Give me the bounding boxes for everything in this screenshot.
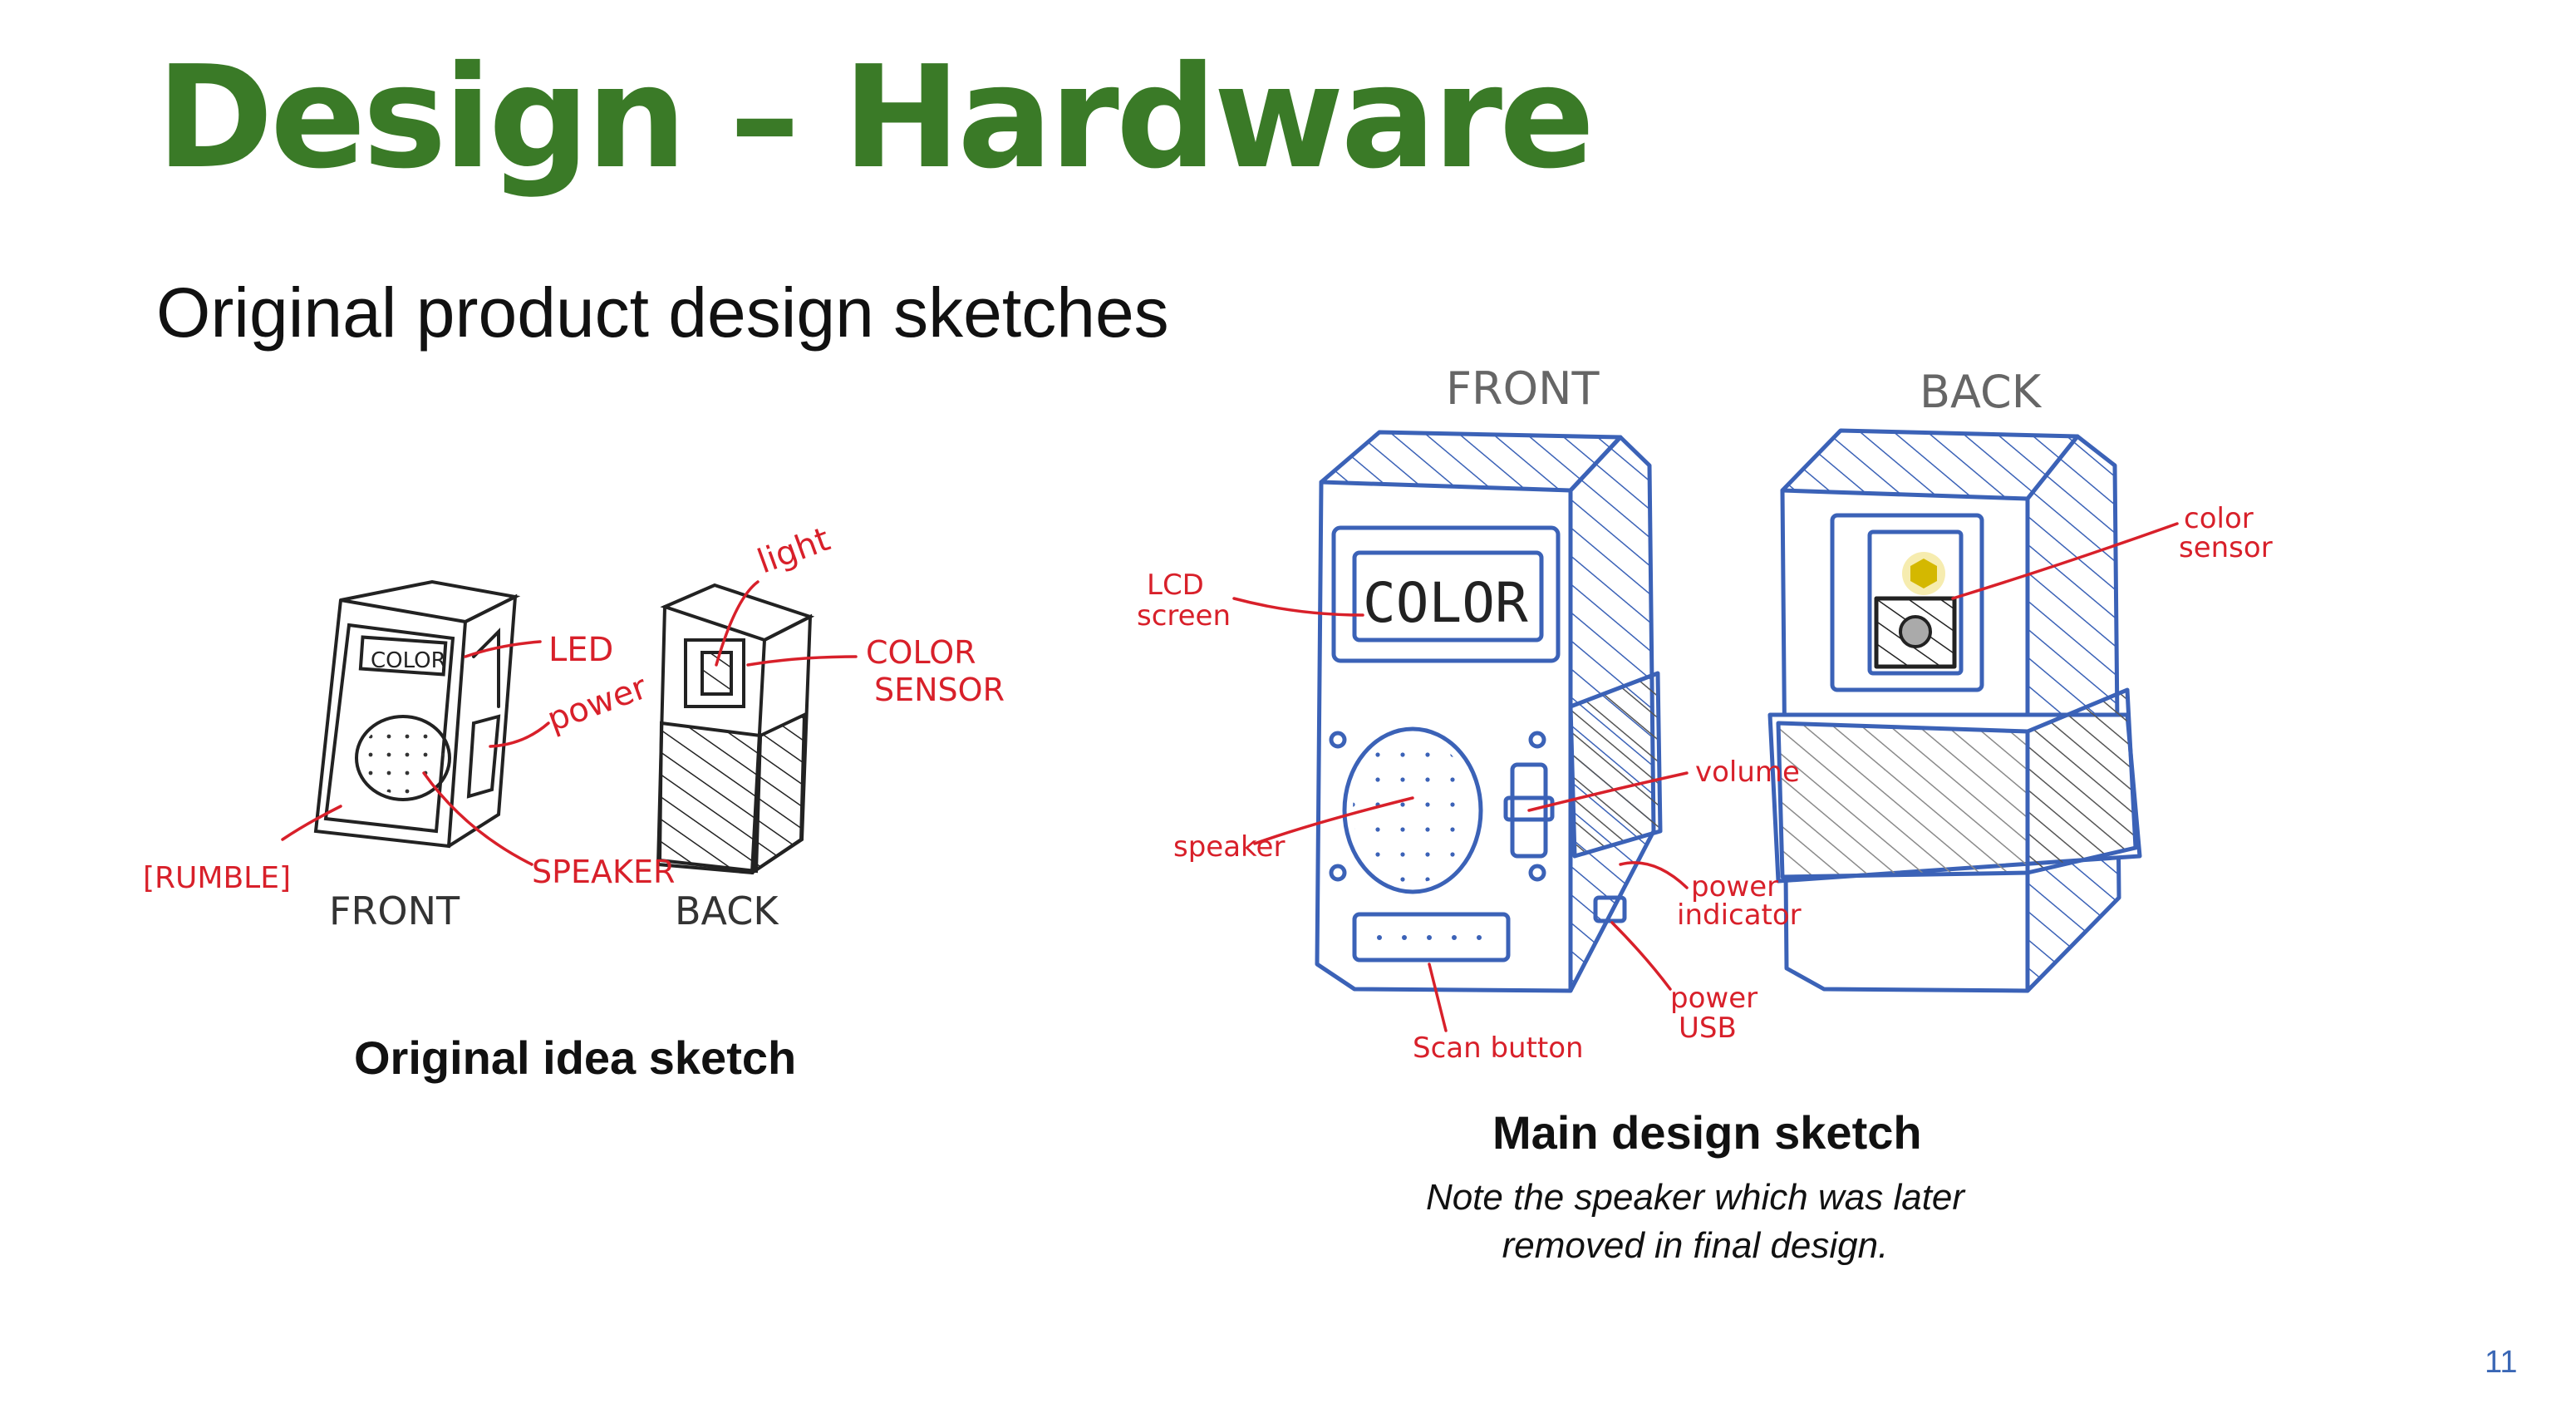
left-front-device — [316, 582, 515, 846]
right-scan-dots — [1377, 935, 1482, 940]
left-annotations: LED power [RUMBLE] SPEAKER light COLOR S… — [143, 520, 1005, 895]
label-rumble: [RUMBLE] — [143, 861, 291, 895]
label-power: power — [543, 668, 652, 740]
right-label-back: BACK — [1920, 366, 2043, 418]
label-color-sensor-right-1: color — [2184, 502, 2254, 535]
label-power-usb-1: power — [1670, 982, 1757, 1015]
label-speaker-right: speaker — [1173, 830, 1285, 864]
right-view-labels: FRONT BACK — [1446, 362, 2043, 418]
label-power-indicator-2: indicator — [1677, 899, 1802, 932]
label-color-sensor-2: SENSOR — [874, 672, 1005, 708]
label-lcd-2: screen — [1137, 599, 1231, 633]
label-light: light — [753, 520, 835, 582]
label-scan-button: Scan button — [1413, 1031, 1584, 1065]
right-front-device — [1317, 432, 1660, 991]
left-back-device — [658, 585, 810, 873]
main-design-note: Note the speaker which was later removed… — [1371, 1174, 2019, 1270]
right-light-glow — [1902, 552, 1945, 595]
original-idea-caption: Original idea sketch — [354, 1031, 796, 1085]
label-color-sensor-right-2: sensor — [2179, 531, 2273, 564]
main-design-caption: Main design sketch — [1492, 1105, 1922, 1159]
label-led: LED — [548, 631, 613, 669]
label-volume: volume — [1695, 756, 1800, 789]
left-view-labels: FRONT BACK — [329, 889, 779, 933]
left-label-back: BACK — [675, 889, 779, 933]
right-back-device — [1770, 431, 2140, 991]
right-label-front: FRONT — [1446, 362, 1600, 415]
page-number: 11 — [2485, 1345, 2517, 1381]
right-screen-text: COLOR — [1363, 571, 1528, 635]
label-color-sensor-1: COLOR — [866, 634, 976, 671]
label-lcd-1: LCD — [1147, 569, 1204, 602]
label-speaker: SPEAKER — [532, 854, 675, 890]
left-screen-text: COLOR — [371, 648, 446, 673]
label-power-usb-2: USB — [1679, 1012, 1737, 1045]
left-label-front: FRONT — [329, 889, 460, 933]
